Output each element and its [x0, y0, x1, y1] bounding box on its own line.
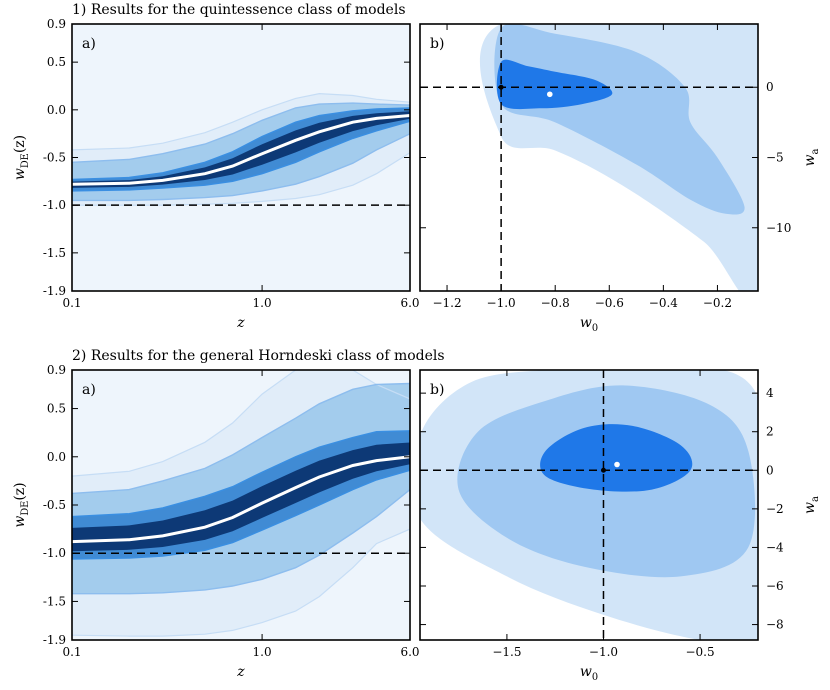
- y-tick-label: 0.5: [47, 402, 66, 416]
- contour-68pct: [540, 424, 693, 492]
- x-tick-label: −0.5: [685, 645, 714, 659]
- x-tick-label: −0.2: [703, 296, 732, 310]
- contour-line-95-lower: [72, 133, 410, 202]
- x-tick-label: −0.4: [649, 296, 679, 310]
- y-tick-label: 0.9: [47, 363, 66, 377]
- x-axis-label: z: [236, 664, 245, 680]
- y-tick-label: 0: [766, 463, 774, 477]
- y-tick-label: -1.9: [43, 633, 66, 647]
- y-tick-label: -0.5: [43, 151, 66, 165]
- y-tick-label: 0: [766, 80, 774, 94]
- panel-1a: 0.1 1.0 6.0 0.9 0.5 0.0 -0.5 -1.0 -1.5 -1.9 a) z wDE…: [12, 17, 420, 331]
- contour-68pct: [496, 59, 613, 110]
- panel-label: b): [430, 36, 444, 52]
- panel-2a: 0.1 1.0 6.0 0.9 0.5 0.0 -0.5 -1.0 -1.5 -1.9 a) z wDE…: [12, 363, 420, 680]
- contour-line-95-upper: [72, 102, 410, 163]
- x-axis-label: w0: [580, 664, 598, 683]
- contour-line-68-upper: [72, 107, 410, 181]
- plot-area: [72, 24, 410, 291]
- y-tick-label: 2: [766, 425, 774, 439]
- panel-label: a): [82, 36, 96, 52]
- y-tick-label: -1.0: [43, 546, 66, 560]
- x-tick-label: 6.0: [400, 645, 419, 659]
- y-axis-label: wa: [802, 148, 821, 166]
- y-tick-label: 0.9: [47, 17, 66, 31]
- x-tick-label: −1.0: [487, 296, 516, 310]
- contour-line-99-lower: [72, 528, 410, 637]
- x-tick-label: −0.8: [541, 296, 570, 310]
- contour-line-99-upper: [72, 92, 410, 151]
- y-tick-label: −8: [766, 618, 784, 632]
- x-tick-label: 0.1: [62, 645, 81, 659]
- y-tick-label: -1.9: [43, 284, 66, 298]
- x-tick-label: 6.0: [400, 296, 419, 310]
- x-tick-label: 1.0: [253, 296, 272, 310]
- contour-line-95-lower: [72, 489, 410, 595]
- panel-label: b): [430, 382, 444, 398]
- y-tick-label: -1.5: [43, 594, 66, 608]
- y-tick-label: -0.5: [43, 498, 66, 512]
- x-axis-label: z: [236, 315, 245, 331]
- y-tick-label: −4: [766, 540, 784, 554]
- panel-label: a): [82, 382, 96, 398]
- x-tick-label: 0.1: [62, 296, 81, 310]
- y-tick-label: −10: [766, 221, 791, 235]
- plot-area: [72, 370, 410, 640]
- y-axis-label: wDE(z): [12, 135, 31, 180]
- reference-point: [498, 84, 504, 90]
- y-axis-label: wa: [802, 496, 821, 514]
- y-axis-label: wDE(z): [12, 482, 31, 527]
- median-line: [72, 114, 410, 186]
- section-1-title: 1) Results for the quintessence class of…: [72, 2, 406, 18]
- x-tick-label: 1.0: [253, 645, 272, 659]
- contour-line-68-upper: [72, 430, 410, 518]
- panel-2b: −1.5 −1.0 −0.5 4 2 0 −2 −4 −6 −8 b) w0 wa: [419, 369, 821, 683]
- contour-line-95-upper: [72, 382, 410, 495]
- density-core: [72, 442, 410, 552]
- best-fit-point: [546, 91, 553, 98]
- x-tick-label: −1.2: [432, 296, 461, 310]
- plot-area: [420, 24, 758, 291]
- x-tick-label: −0.6: [595, 296, 624, 310]
- best-fit-point: [614, 461, 620, 468]
- contour-line-68-lower: [72, 120, 410, 192]
- section-2-title: 2) Results for the general Horndeski cla…: [72, 348, 445, 364]
- plot-frame: [419, 369, 759, 641]
- y-tick-label: 0.5: [47, 55, 66, 69]
- median-line: [72, 455, 410, 544]
- y-tick-label: −2: [766, 502, 784, 516]
- y-tick-label: −6: [766, 579, 784, 593]
- reference-point: [600, 467, 606, 473]
- panel-1b: −1.2 −1.0 −0.8 −0.6 −0.4 −0.2 0 −5 −10 b) w0 wa: [419, 23, 821, 334]
- contour-95pct: [494, 24, 745, 215]
- x-tick-label: −1.5: [492, 645, 521, 659]
- y-tick-label: −5: [766, 151, 784, 165]
- y-tick-label: 0.0: [47, 450, 66, 464]
- x-axis-label: w0: [580, 315, 598, 334]
- contour-line-68-lower: [72, 469, 410, 560]
- y-tick-label: -1.0: [43, 198, 66, 212]
- y-tick-label: 4: [766, 386, 774, 400]
- y-tick-label: 0.0: [47, 103, 66, 117]
- y-tick-label: -1.5: [43, 246, 66, 260]
- plot-area: [420, 370, 758, 640]
- contour-line-99-upper: [72, 370, 410, 477]
- x-tick-label: −1.0: [589, 645, 618, 659]
